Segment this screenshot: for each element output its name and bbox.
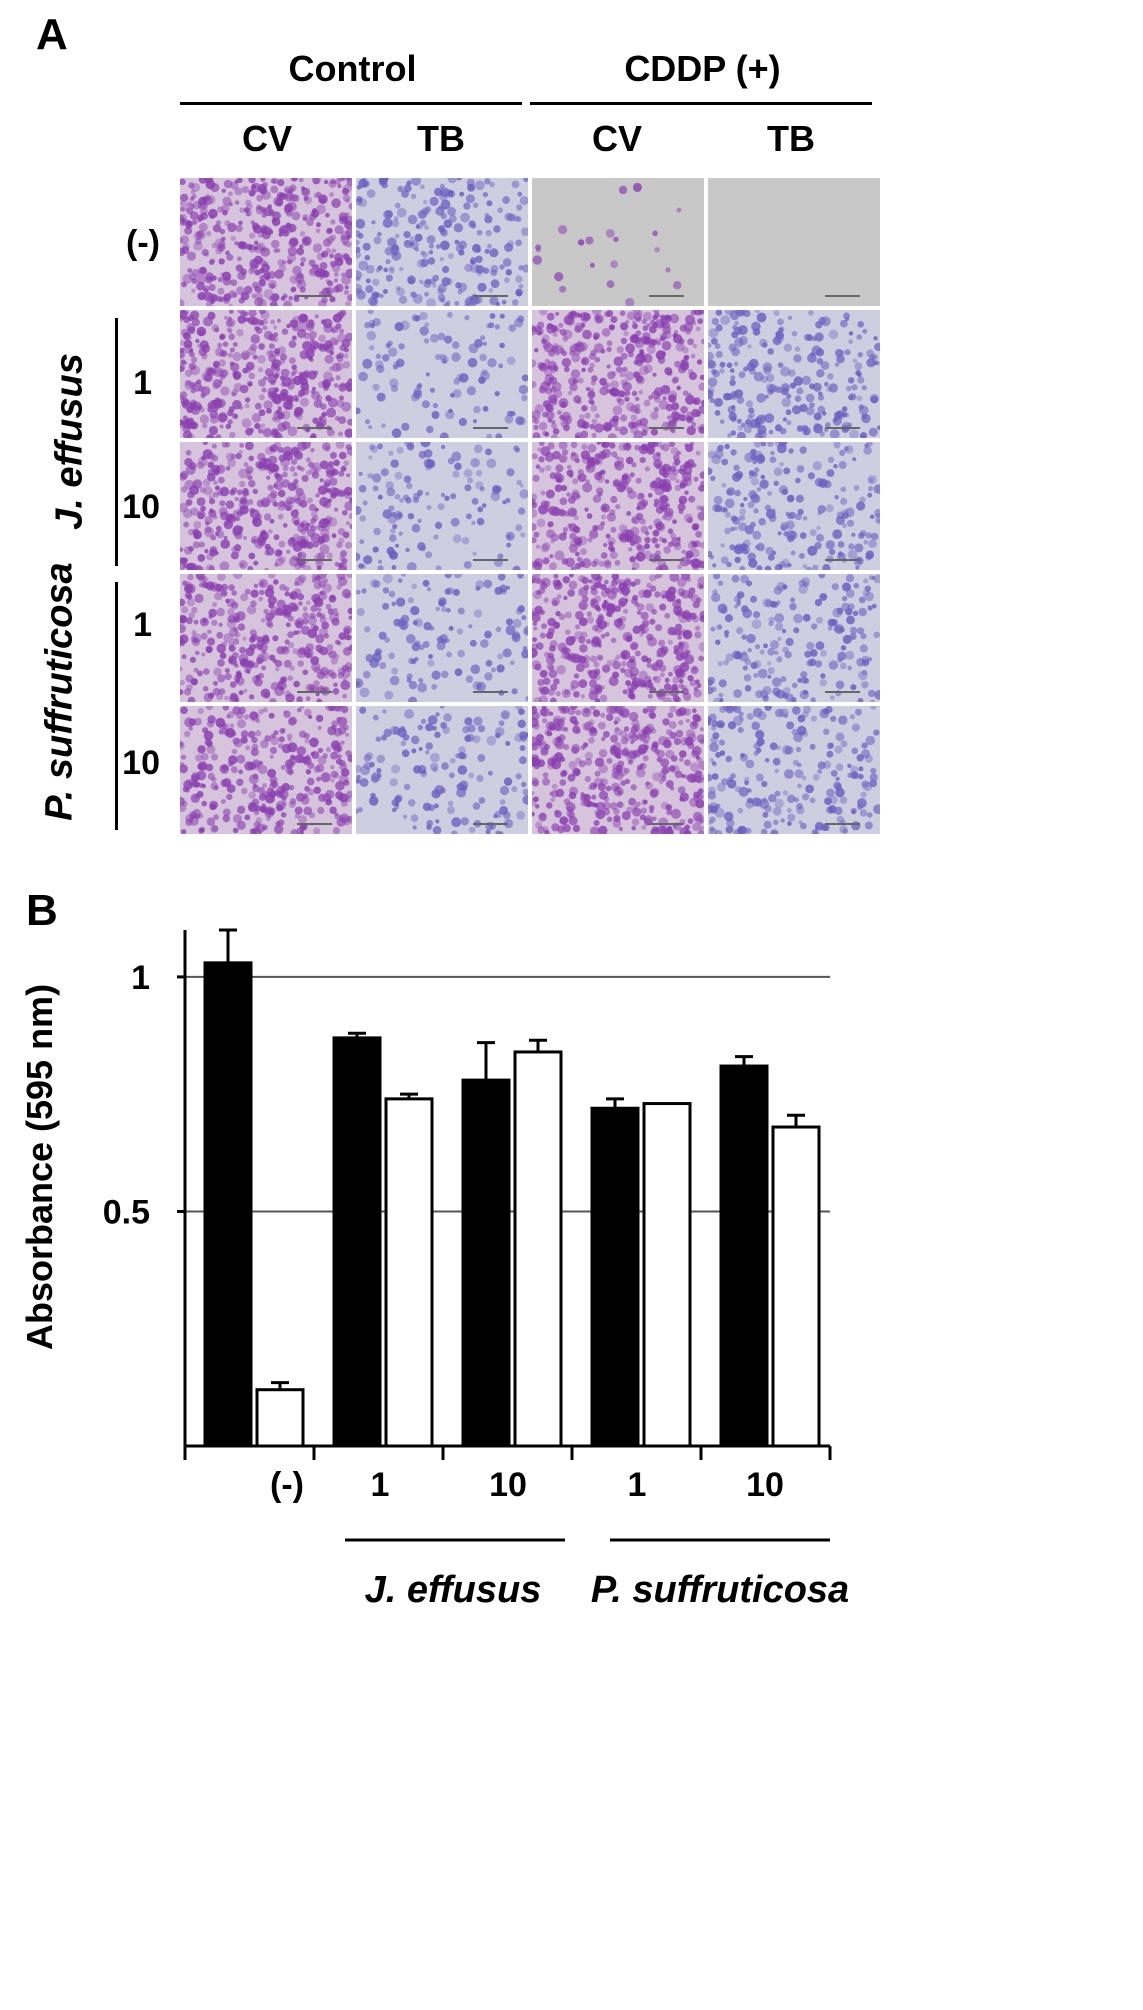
group-underline-control (180, 102, 522, 105)
x-tick-label-negative: (-) (270, 1466, 304, 1504)
group-label-cddp: CDDP (+) (624, 48, 781, 89)
micrograph-r4-c1 (356, 706, 528, 834)
micrograph-r4-c2 (532, 706, 704, 834)
x-tick-label-ps-1: 1 (628, 1466, 647, 1504)
micrograph-r1-c0 (180, 310, 352, 438)
row-label-negative: (-) (126, 224, 160, 262)
micrograph-r0-c1 (356, 178, 528, 306)
bar-s1-1 (384, 1097, 434, 1448)
bar-s1-0 (255, 1388, 305, 1448)
x-tick-label-je-1: 1 (371, 1466, 390, 1504)
bar-s1-3 (642, 1102, 692, 1448)
bar-s0-2 (461, 1078, 511, 1448)
column-label-tb-cddp: TB (767, 118, 815, 159)
x-tick-label-ps-10: 10 (746, 1466, 784, 1504)
bar-chart: 0.5 1 Absorbance (595 nm) (-) 1 10 1 10 J… (19, 928, 849, 1611)
micrograph-r3-c0 (180, 574, 352, 702)
micrograph-r1-c3 (708, 310, 880, 438)
row-label-ps-10: 10 (122, 744, 160, 782)
group-label-control: Control (288, 48, 417, 89)
bar-s0-4 (719, 1064, 769, 1448)
species-label-ps-vertical: P. suffruticosa (38, 562, 81, 821)
micrograph-r0-c3 (708, 178, 880, 306)
micrograph-r4-c0 (180, 706, 352, 834)
micrograph-r1-c2 (532, 310, 704, 438)
micrograph-r3-c1 (356, 574, 528, 702)
column-label-tb-control: TB (417, 118, 465, 159)
bracket-ps (115, 582, 118, 830)
micrograph-r4-c3 (708, 706, 880, 834)
species-label-je: J. effusus (365, 1569, 542, 1611)
species-label-je-vertical: J. effusus (48, 353, 91, 530)
microscopy-grid (180, 178, 880, 834)
x-tick-label-je-10: 10 (489, 1466, 527, 1504)
bar-s0-3 (590, 1106, 640, 1448)
panel-a-letter: A (36, 10, 68, 59)
column-label-cv-control: CV (241, 118, 292, 159)
y-tick-label: 1 (131, 959, 150, 997)
group-underline-cddp (530, 102, 872, 105)
bar-s1-2 (513, 1050, 563, 1448)
row-label-je-1: 1 (133, 364, 152, 402)
y-tick-label: 0.5 (103, 1193, 150, 1231)
panel-b-letter: B (26, 886, 58, 935)
micrograph-r1-c1 (356, 310, 528, 438)
row-label-je-10: 10 (122, 488, 160, 526)
micrograph-r3-c2 (532, 574, 704, 702)
column-label-cv-cddp: CV (591, 118, 642, 159)
micrograph-r0-c2 (532, 178, 704, 306)
y-axis-label: Absorbance (595 nm) (19, 984, 60, 1350)
micrograph-r0-c0 (180, 178, 352, 306)
micrograph-r2-c1 (356, 442, 528, 570)
micrograph-r2-c3 (708, 442, 880, 570)
row-label-ps-1: 1 (133, 606, 152, 644)
bracket-je (115, 318, 118, 566)
bar-s1-4 (771, 1125, 821, 1448)
species-label-ps: P. suffruticosa (591, 1569, 849, 1611)
bar-s0-0 (203, 961, 253, 1448)
bar-s0-1 (332, 1036, 382, 1448)
micrograph-r2-c0 (180, 442, 352, 570)
micrograph-r3-c3 (708, 574, 880, 702)
micrograph-r2-c2 (532, 442, 704, 570)
